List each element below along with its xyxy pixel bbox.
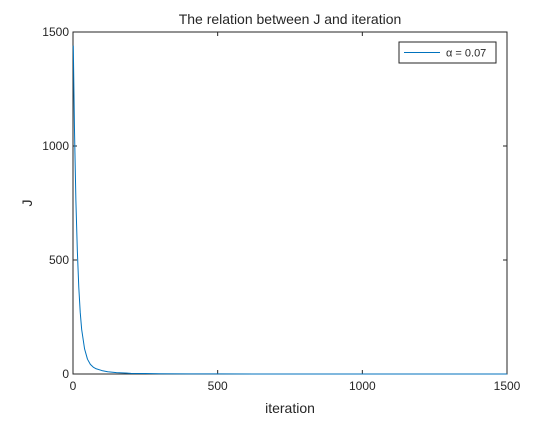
y-tick-label-3: 1500	[42, 25, 69, 39]
legend-box	[398, 41, 497, 64]
y-tick-label-2: 1000	[42, 139, 69, 153]
x-tick-label-3: 1500	[494, 379, 521, 393]
series-line-0	[72, 45, 508, 375]
plot-area	[72, 31, 508, 375]
x-axis-ticks: 0 500 1000 1500	[70, 32, 521, 393]
y-axis-ticks: 0 500 1000 1500	[42, 25, 507, 381]
series-layer	[72, 45, 508, 375]
y-tick-label-1: 500	[49, 253, 69, 267]
x-tick-label-2: 1000	[349, 379, 376, 393]
legend: α = 0.07	[398, 41, 497, 64]
x-tick-label-1: 500	[208, 379, 228, 393]
chart-title: The relation between J and iteration	[179, 11, 402, 27]
y-tick-label-0: 0	[62, 367, 69, 381]
x-tick-label-0: 0	[70, 379, 77, 393]
y-axis-label: J	[19, 200, 35, 207]
x-axis-label: iteration	[265, 400, 315, 416]
legend-label-0: α = 0.07	[446, 48, 486, 60]
